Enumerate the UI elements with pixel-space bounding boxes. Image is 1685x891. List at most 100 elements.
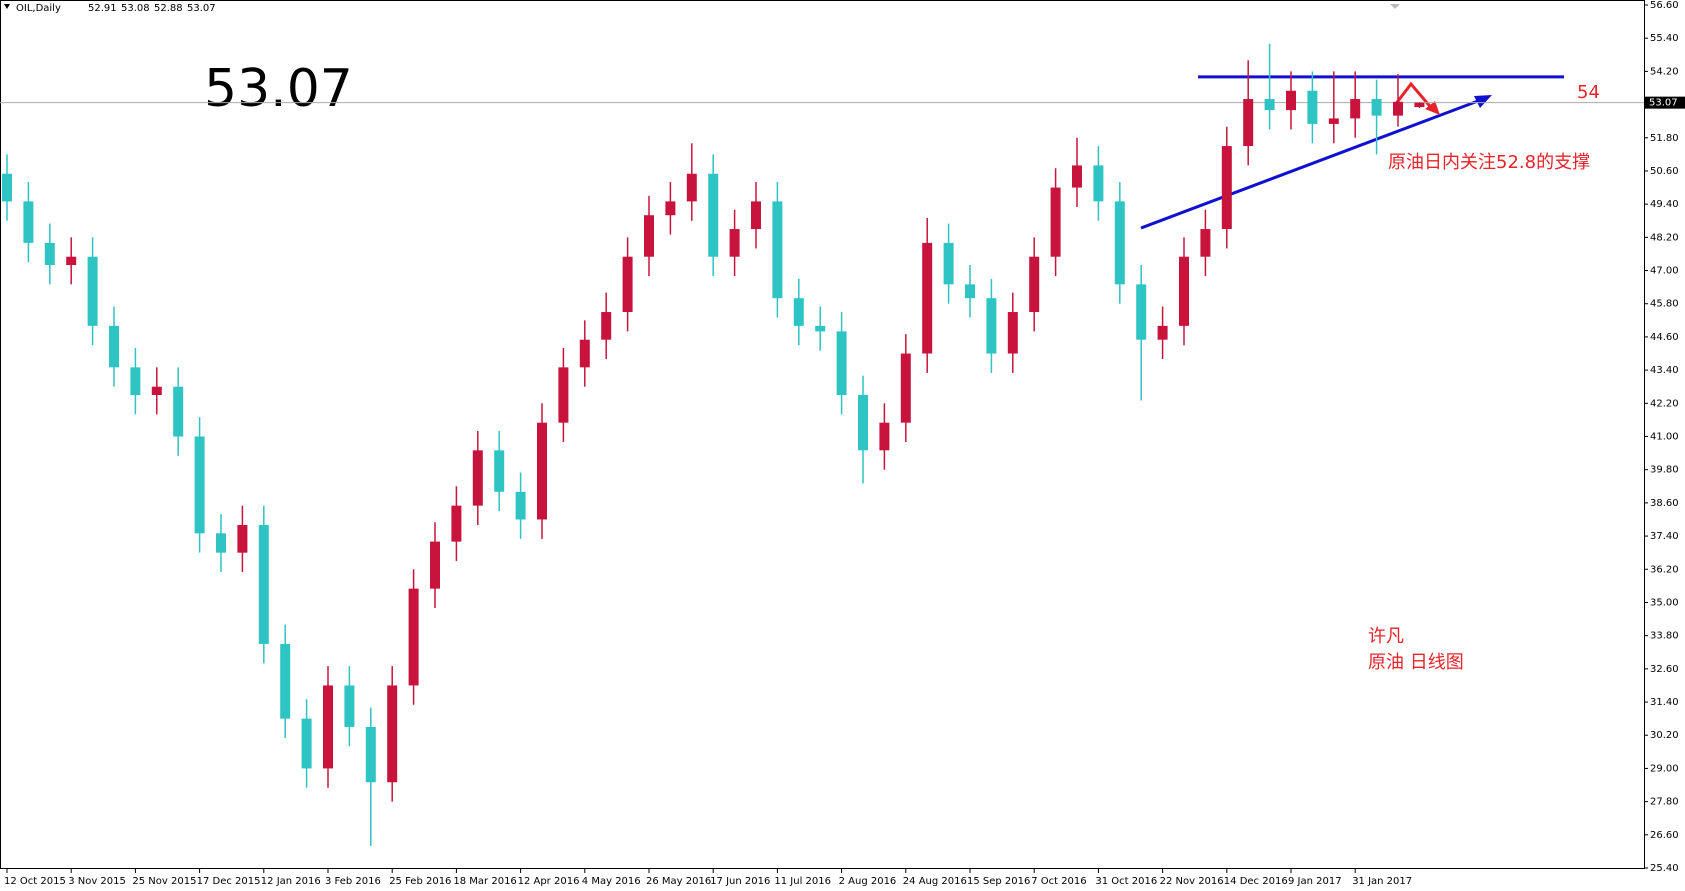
y-tick-label: 38.60 [1650, 498, 1679, 509]
candle-body [1371, 99, 1382, 116]
candle-body [430, 541, 440, 589]
y-tick-label: 29.00 [1650, 763, 1679, 774]
x-tick-label: 2 Aug 2016 [839, 876, 897, 887]
candle-body [943, 242, 954, 285]
x-tick-label: 17 Jun 2016 [710, 876, 770, 887]
candle-body [387, 685, 398, 783]
x-tick-label: 26 May 2016 [646, 876, 711, 887]
candle-body [644, 215, 654, 257]
y-tick-label: 30.20 [1650, 730, 1679, 741]
candle-body [258, 525, 269, 644]
y-tick-label: 54.20 [1650, 66, 1679, 77]
candle-body [622, 256, 633, 313]
shift-marker [1390, 4, 1400, 9]
candle-body [365, 726, 376, 783]
y-tick-label: 55.40 [1650, 33, 1679, 44]
y-tick-label: 32.60 [1650, 664, 1679, 675]
y-tick-label: 48.20 [1650, 232, 1679, 243]
candle-body [1050, 187, 1061, 257]
candle-body [815, 325, 826, 332]
candle-body [1136, 284, 1147, 340]
candle-body [280, 643, 291, 719]
x-tick-label: 9 Jan 2017 [1288, 876, 1342, 887]
author: 许凡 [1368, 626, 1404, 647]
y-tick-label: 33.80 [1650, 631, 1679, 642]
x-tick-label: 25 Nov 2015 [132, 876, 196, 887]
last-price-big: 53.07 [204, 59, 353, 119]
candle-body [1072, 165, 1082, 188]
x-tick-label: 3 Nov 2015 [68, 876, 126, 887]
y-tick-label: 26.60 [1650, 830, 1679, 841]
x-tick-label: 12 Jan 2016 [261, 876, 321, 887]
y-tick-label: 31.40 [1650, 697, 1679, 708]
x-tick-label: 11 Jul 2016 [774, 876, 831, 887]
candle-body [665, 201, 676, 216]
y-tick-label: 47.00 [1650, 266, 1679, 277]
candle-body [216, 533, 226, 553]
candle-body [130, 367, 141, 396]
candle-body [1029, 256, 1040, 313]
candle-body [1007, 312, 1018, 354]
candle-body [1093, 165, 1104, 202]
y-tick-label: 36.20 [1650, 564, 1679, 575]
candle-body [194, 436, 205, 534]
x-tick-label: 15 Sep 2016 [967, 876, 1030, 887]
candle-body [900, 353, 911, 423]
candle-body [151, 386, 162, 396]
candle-body [1393, 101, 1403, 116]
candle-body [1243, 99, 1254, 147]
header-open: 52.91 [88, 3, 117, 14]
x-tick-label: 17 Dec 2015 [197, 876, 261, 887]
candle-body [301, 718, 312, 769]
y-tick-label: 44.60 [1650, 332, 1679, 343]
x-tick-label: 22 Nov 2016 [1160, 876, 1224, 887]
y-tick-label: 50.60 [1650, 166, 1679, 177]
trend-line [1140, 96, 1487, 230]
x-tick-label: 3 Feb 2016 [325, 876, 381, 887]
candle-body [515, 491, 526, 520]
candle-body [729, 229, 740, 257]
candle-body [494, 450, 505, 492]
candle-body [451, 505, 462, 542]
x-tick-label: 31 Oct 2016 [1095, 876, 1157, 887]
y-tick-label: 51.80 [1650, 133, 1679, 144]
candle-body [87, 256, 98, 326]
y-tick-label: 43.40 [1650, 365, 1679, 376]
y-tick-label: 56.60 [1650, 0, 1679, 11]
x-tick-label: 14 Dec 2016 [1224, 876, 1288, 887]
candle-body [237, 525, 248, 553]
trend-arrowhead [1474, 95, 1492, 108]
y-tick-label: 45.80 [1650, 299, 1679, 310]
menu-triangle [4, 4, 10, 9]
candle-body [879, 422, 890, 451]
header-close: 53.07 [187, 3, 216, 14]
candle-body [1350, 99, 1361, 119]
candle-body [922, 242, 933, 354]
candle-body [408, 588, 419, 686]
y-tick-label: 41.00 [1650, 432, 1679, 443]
x-tick-label: 7 Oct 2016 [1031, 876, 1086, 887]
forecast-arrow [1393, 81, 1436, 112]
candle-body [793, 298, 804, 326]
candle-body [751, 201, 761, 230]
candle-body [1157, 325, 1168, 340]
y-tick-label: 25.40 [1650, 863, 1679, 874]
x-tick-label: 18 Mar 2016 [453, 876, 516, 887]
last-price-label: 53.07 [1649, 98, 1678, 109]
candle-body [1114, 201, 1125, 285]
candle-body [558, 367, 569, 423]
x-tick-label: 25 Feb 2016 [389, 876, 451, 887]
last-price-box [1644, 96, 1685, 109]
candle-body [44, 242, 55, 266]
candle-body [323, 685, 333, 769]
candle-body [1221, 146, 1232, 230]
candle-body [858, 395, 868, 451]
candle-body [965, 284, 975, 299]
candle-body [1179, 256, 1189, 326]
candle-body [601, 312, 612, 340]
candle-body [344, 685, 355, 727]
x-tick-label: 12 Apr 2016 [518, 876, 580, 887]
caption: 原油 日线图 [1368, 652, 1464, 673]
candle-body [66, 256, 77, 266]
